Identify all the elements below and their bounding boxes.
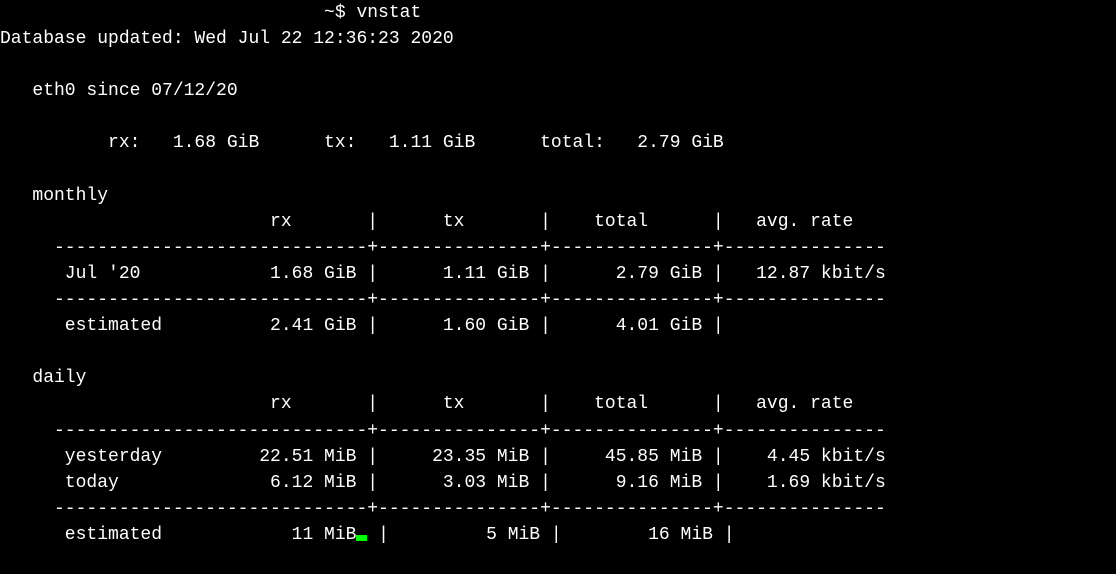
terminal-output: ~$ vnstat Database updated: Wed Jul 22 1… (0, 0, 1116, 548)
terminal-cursor (356, 535, 367, 541)
